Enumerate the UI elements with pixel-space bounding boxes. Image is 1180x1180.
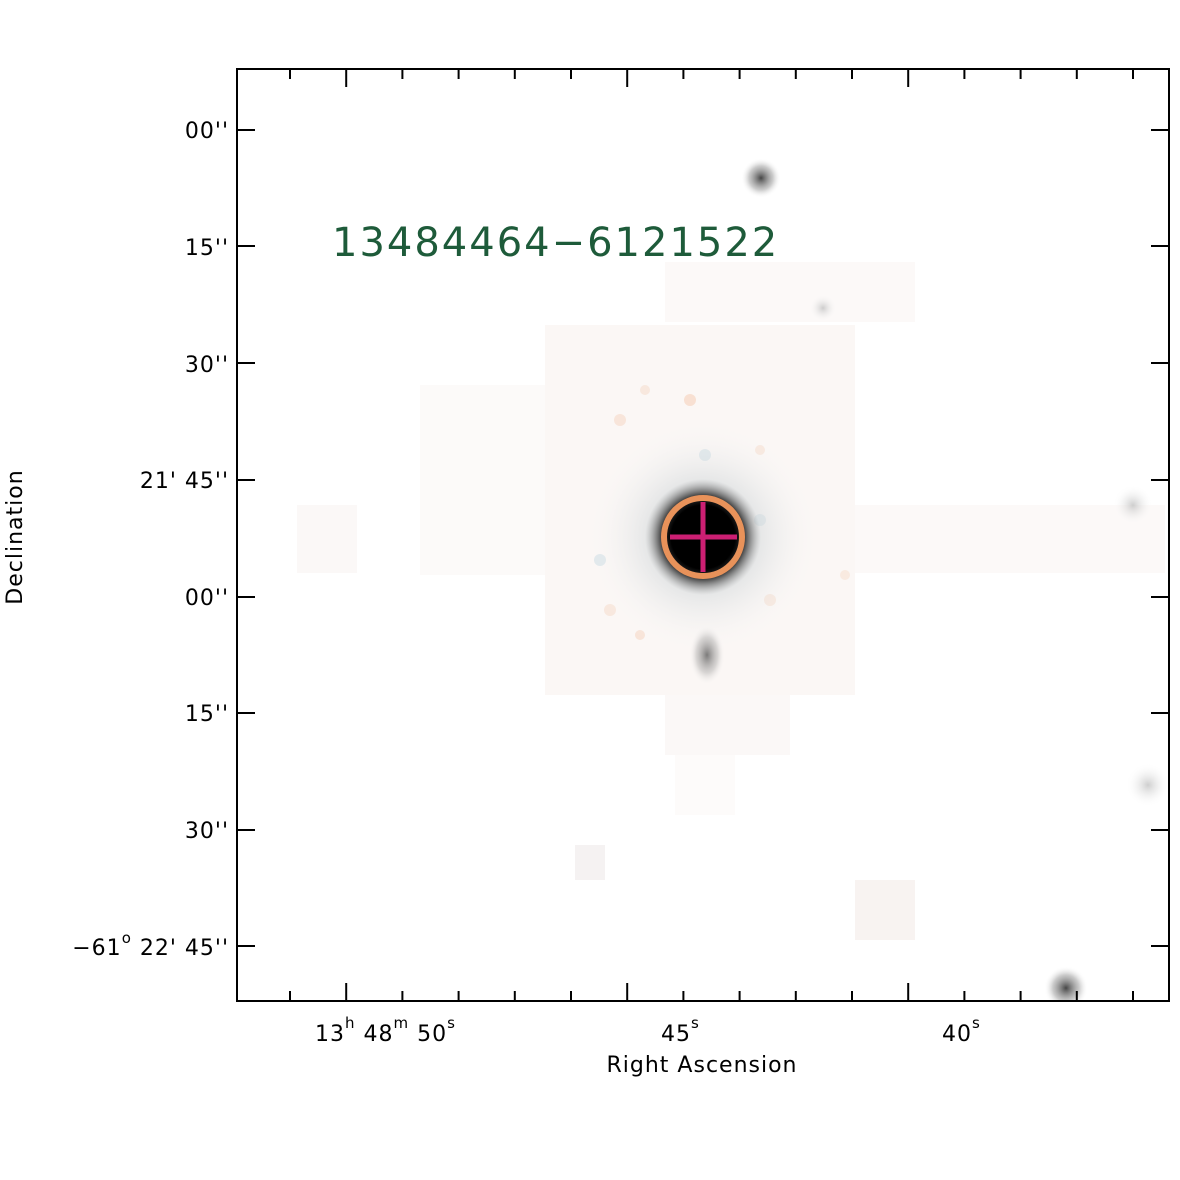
y-tick-label-deg: −61 [72, 936, 121, 961]
y-tick-label-rest: 22' 45'' [132, 936, 229, 961]
plot-frame [236, 68, 1170, 1002]
y-tick-label: 00'' [185, 119, 229, 144]
y-tick-label: 15'' [185, 236, 229, 261]
y-tick-label-sup: o [122, 929, 132, 947]
x-axis-title: Right Ascension [607, 1053, 798, 1078]
x-tick-label: 40s [942, 1014, 981, 1047]
axis-ticks [237, 69, 1169, 1001]
x-tick-label: 45s [661, 1014, 700, 1047]
y-tick-label: 30'' [185, 819, 229, 844]
y-tick-label: 00'' [185, 586, 229, 611]
x-tick-label: 13h 48m 50s [315, 1014, 456, 1047]
y-tick-labels: 00'' 15'' 30'' 21' 45'' 00'' 15'' 30'' −… [72, 119, 229, 961]
source-label: 13484464−6121522 [332, 220, 779, 266]
x-tick-labels: 13h 48m 50s 45s 40s [315, 1014, 981, 1047]
y-tick-label: 21' 45'' [140, 469, 229, 494]
sky-image [237, 69, 1169, 1001]
y-tick-label: 15'' [185, 702, 229, 727]
y-axis-title: Declination [3, 469, 28, 604]
y-tick-label: 30'' [185, 353, 229, 378]
target-circle [661, 495, 745, 579]
y-tick-label: −61o 22' 45'' [72, 929, 229, 961]
target-marker [661, 495, 745, 579]
